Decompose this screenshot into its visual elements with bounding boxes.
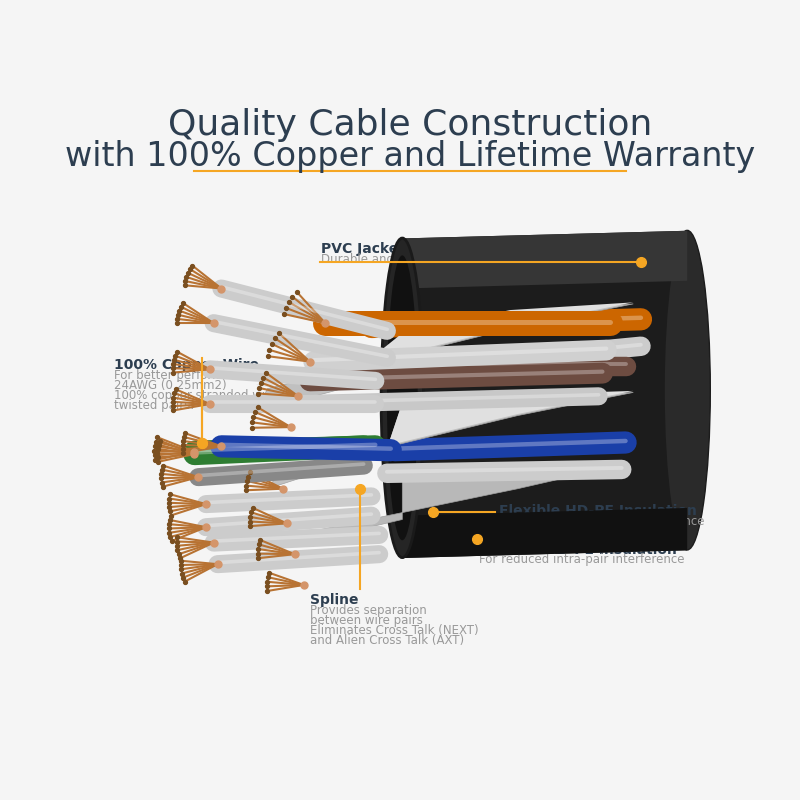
Polygon shape: [287, 464, 626, 546]
Text: Eliminates Cross Talk (NEXT): Eliminates Cross Talk (NEXT): [310, 624, 478, 638]
Polygon shape: [402, 230, 687, 558]
Text: Flexible HD-PE Insulation: Flexible HD-PE Insulation: [498, 504, 697, 518]
Text: Quality Cable Construction: Quality Cable Construction: [168, 108, 652, 142]
Polygon shape: [256, 302, 634, 387]
Text: For reduced intra-pair interference: For reduced intra-pair interference: [498, 515, 704, 528]
Text: 100% copper stranded wire: 100% copper stranded wire: [114, 389, 277, 402]
Text: Spline: Spline: [310, 593, 358, 606]
Text: For reduced intra-pair interference: For reduced intra-pair interference: [479, 554, 685, 566]
Polygon shape: [402, 508, 687, 558]
Ellipse shape: [664, 230, 710, 550]
Text: and Alien Cross Talk (AXT): and Alien Cross Talk (AXT): [310, 634, 464, 647]
Polygon shape: [267, 393, 634, 489]
Text: Provides separation: Provides separation: [310, 604, 426, 618]
Text: 100% Copper Wire: 100% Copper Wire: [114, 358, 258, 372]
Polygon shape: [267, 391, 634, 475]
Text: PVC Jacket: PVC Jacket: [322, 242, 406, 256]
Text: Durable and Flexible: Durable and Flexible: [322, 253, 444, 266]
Text: Flexible HD-PE Insulation: Flexible HD-PE Insulation: [479, 542, 677, 557]
Polygon shape: [402, 230, 687, 289]
Text: between wire pairs: between wire pairs: [310, 614, 422, 627]
Text: 24AWG (0.25mm2): 24AWG (0.25mm2): [114, 378, 226, 391]
Polygon shape: [256, 304, 634, 412]
Text: For better performance: For better performance: [114, 369, 251, 382]
Text: with 100% Copper and Lifetime Warranty: with 100% Copper and Lifetime Warranty: [65, 139, 755, 173]
Text: twisted pairs.: twisted pairs.: [114, 398, 194, 412]
Ellipse shape: [381, 238, 423, 558]
Ellipse shape: [387, 255, 418, 540]
